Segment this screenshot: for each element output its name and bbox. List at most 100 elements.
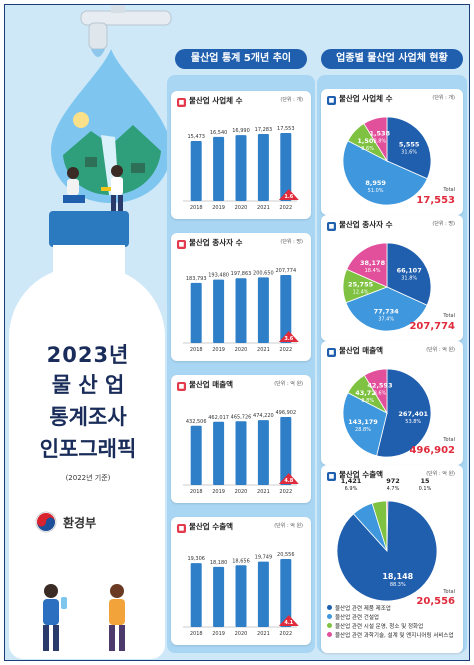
pie-card-title-wrap: ■ 물산업 매출액: [327, 345, 383, 357]
bar-value-label: 18,180: [210, 560, 228, 566]
x-tick-label: 2021: [257, 347, 270, 353]
pie-value-label: 1,421: [341, 477, 362, 485]
bar: [235, 421, 247, 485]
pie-slice: [363, 116, 388, 163]
bar-value-label: 183,793: [186, 276, 207, 282]
bar-card-title: 물산업 매출액: [189, 380, 234, 389]
total-value: 17,553: [416, 195, 455, 206]
pie-percent-label: 0.1%: [419, 486, 432, 492]
pie-slice: [386, 116, 432, 180]
ministry-name: 환경부: [63, 516, 97, 530]
bar-card-sales: ■ 물산업 매출액 (단위 : 억 원) 432,506 2018 462,017 20…: [171, 375, 311, 503]
bar-value-label: 19,306: [187, 556, 205, 562]
bar-card-unit: (단위 : 개): [280, 97, 303, 103]
x-tick-label: 2018: [190, 489, 203, 495]
money-icon: ■: [177, 382, 186, 391]
pie-card-employees: ■ 물산업 종사자 수 (단위 : 명) 66,107 31.8% 77,734 37.…: [321, 215, 463, 341]
poster-title-line-4: 인포그래픽: [39, 437, 137, 461]
bar-value-label: 16,540: [210, 130, 228, 136]
growth-rate-label: 3.6: [284, 336, 293, 342]
bar-value-label: 20,556: [277, 552, 295, 558]
pie-percent-label: 8.6%: [361, 146, 374, 152]
pie-percent-label: 4.7%: [387, 486, 400, 492]
pie-value-label: 1,501: [357, 137, 378, 145]
growth-arrow-icon: [278, 615, 299, 626]
pie-card-unit: (단위 : 억 원): [426, 347, 455, 353]
x-tick-label: 2021: [257, 631, 270, 637]
bottle-body: [9, 267, 165, 659]
pie-slice: [386, 500, 389, 552]
left-section-header: 물산업 통계 5개년 추이: [175, 49, 307, 69]
pie-card-title: 물산업 매출액: [339, 346, 384, 355]
pie-percent-label: 8.8%: [361, 398, 374, 404]
legend-label: 물산업 관련 시설 운영, 청소 및 정화업: [335, 624, 424, 630]
pie-value-label: 5,555: [399, 141, 420, 149]
pie-value-label: 143,179: [348, 418, 378, 426]
pie-value-label: 66,107: [397, 267, 422, 275]
bar: [213, 566, 225, 627]
bar: [280, 417, 292, 485]
pie-value-label: 1,538: [370, 130, 391, 138]
pie-value-label: 15: [420, 477, 430, 485]
pie-value-label: 43,729: [355, 389, 381, 397]
bar: [257, 277, 269, 343]
bar: [213, 136, 225, 201]
x-tick-label: 2021: [257, 205, 270, 211]
bar-chart-sales: 432,506 2018 462,017 2019 465,726 2020 474,220…: [183, 410, 299, 495]
pie-card-title-wrap: ■ 물산업 수출액: [327, 469, 383, 481]
bar-card-title-wrap: ■ 물산업 사업체 수: [177, 95, 243, 107]
pie-slice: [376, 368, 432, 458]
poster-title-line-2: 물 산 업: [51, 373, 125, 397]
pie-card-unit: (단위 : 억 원): [426, 471, 455, 477]
bar-card-title: 물산업 수출액: [189, 522, 234, 531]
ship-icon: ■: [177, 524, 186, 533]
x-tick-label: 2019: [212, 631, 225, 637]
right-section-header: 업종별 물산업 사업체 현황: [321, 49, 463, 69]
legend-swatch: [327, 632, 332, 637]
bar: [190, 425, 202, 485]
pie-card-title: 물산업 수출액: [339, 470, 384, 479]
bar-value-label: 496,902: [275, 410, 296, 416]
pie-value-label: 77,734: [374, 307, 400, 315]
bar: [235, 135, 247, 201]
growth-arrow-icon: [278, 189, 299, 200]
bar-value-label: 17,553: [277, 126, 295, 132]
bar-value-label: 465,726: [231, 414, 252, 420]
x-tick-label: 2022: [279, 205, 292, 211]
bar: [190, 141, 202, 201]
pie-value-label: 38,178: [360, 259, 386, 267]
x-tick-label: 2022: [279, 489, 292, 495]
bar: [190, 282, 202, 343]
pie-percent-label: 18.4%: [365, 268, 381, 274]
x-tick-label: 2018: [190, 631, 203, 637]
bar-card-businesses: ■ 물산업 사업체 수 (단위 : 개) 15,473 2018 16,540 2019…: [171, 91, 311, 219]
pie-percent-label: 8.8%: [373, 139, 386, 145]
legend-swatch: [327, 614, 332, 619]
total-value: 207,774: [409, 321, 455, 332]
total-value: 20,556: [416, 596, 455, 607]
x-tick-label: 2022: [279, 347, 292, 353]
legend-label: 물산업 관련 과학기술, 설계 및 엔지니어링 서비스업: [335, 633, 454, 639]
legend-label: 물산업 관련 건설업: [335, 615, 379, 621]
pie-slice: [346, 242, 388, 288]
bar: [280, 133, 292, 201]
poster-title-year: 2023년: [46, 343, 130, 367]
pie-percent-label: 6.9%: [345, 486, 358, 492]
pie-value-label: 18,148: [382, 572, 413, 581]
bar: [190, 563, 202, 627]
pie-percent-label: 37.4%: [378, 316, 394, 322]
bar: [280, 559, 292, 627]
legend-swatch: [327, 605, 332, 610]
pie-value-label: 972: [386, 477, 400, 485]
poster-subtitle: (2022년 기준): [65, 474, 111, 482]
bar-value-label: 197,863: [231, 271, 252, 277]
bar: [280, 275, 292, 343]
legend-item: 물산업 관련 시설 운영, 청소 및 정화업: [327, 623, 463, 632]
growth-rate-label: 1.6: [284, 194, 293, 200]
pie-card-businesses: ■ 물산업 사업체 수 (단위 : 개) 5,555 31.6% 8,959 51.0%…: [321, 89, 463, 215]
pie-percent-label: 31.8%: [401, 276, 417, 282]
